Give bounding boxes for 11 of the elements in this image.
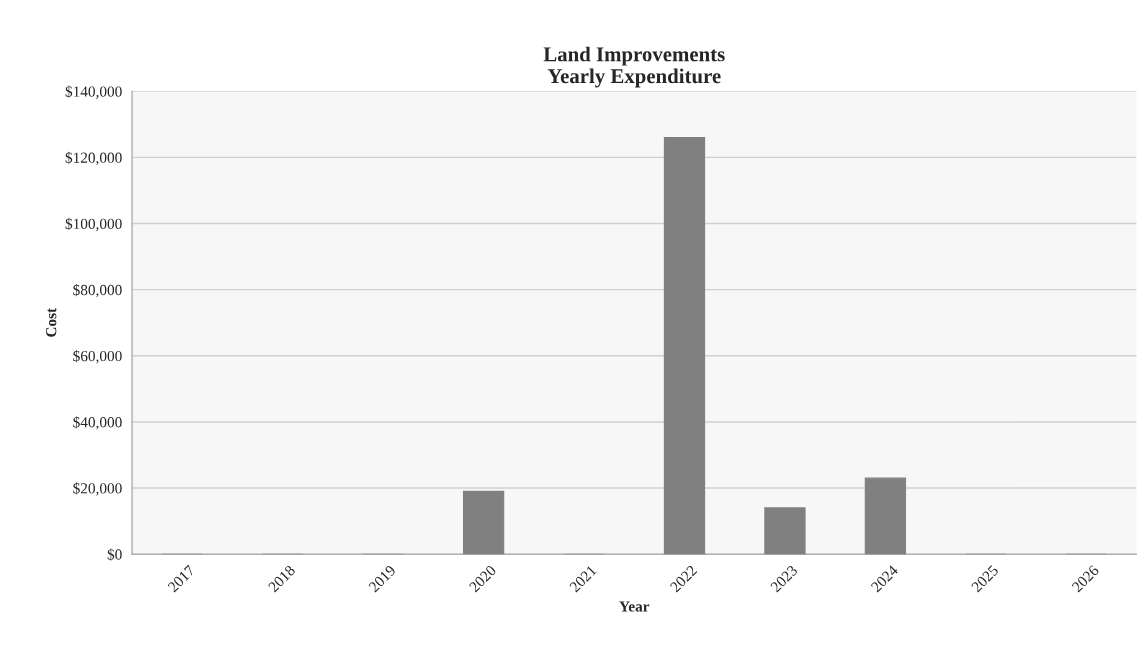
chart-title: Land Improvements Yearly Expenditure xyxy=(543,46,725,88)
y-tick-label: $80,000 xyxy=(73,283,122,298)
y-tick-label: $100,000 xyxy=(65,217,122,232)
y-tick-label: $20,000 xyxy=(73,482,122,496)
y-axis-title: Cost xyxy=(46,307,57,337)
y-tick-label: $60,000 xyxy=(73,350,122,364)
x-axis-title: Year xyxy=(619,601,650,612)
y-tick-label: $140,000 xyxy=(65,85,122,99)
y-tick-label: $0 xyxy=(107,548,122,561)
y-tick-label: $120,000 xyxy=(65,151,122,166)
y-tick-label: $40,000 xyxy=(73,416,122,430)
